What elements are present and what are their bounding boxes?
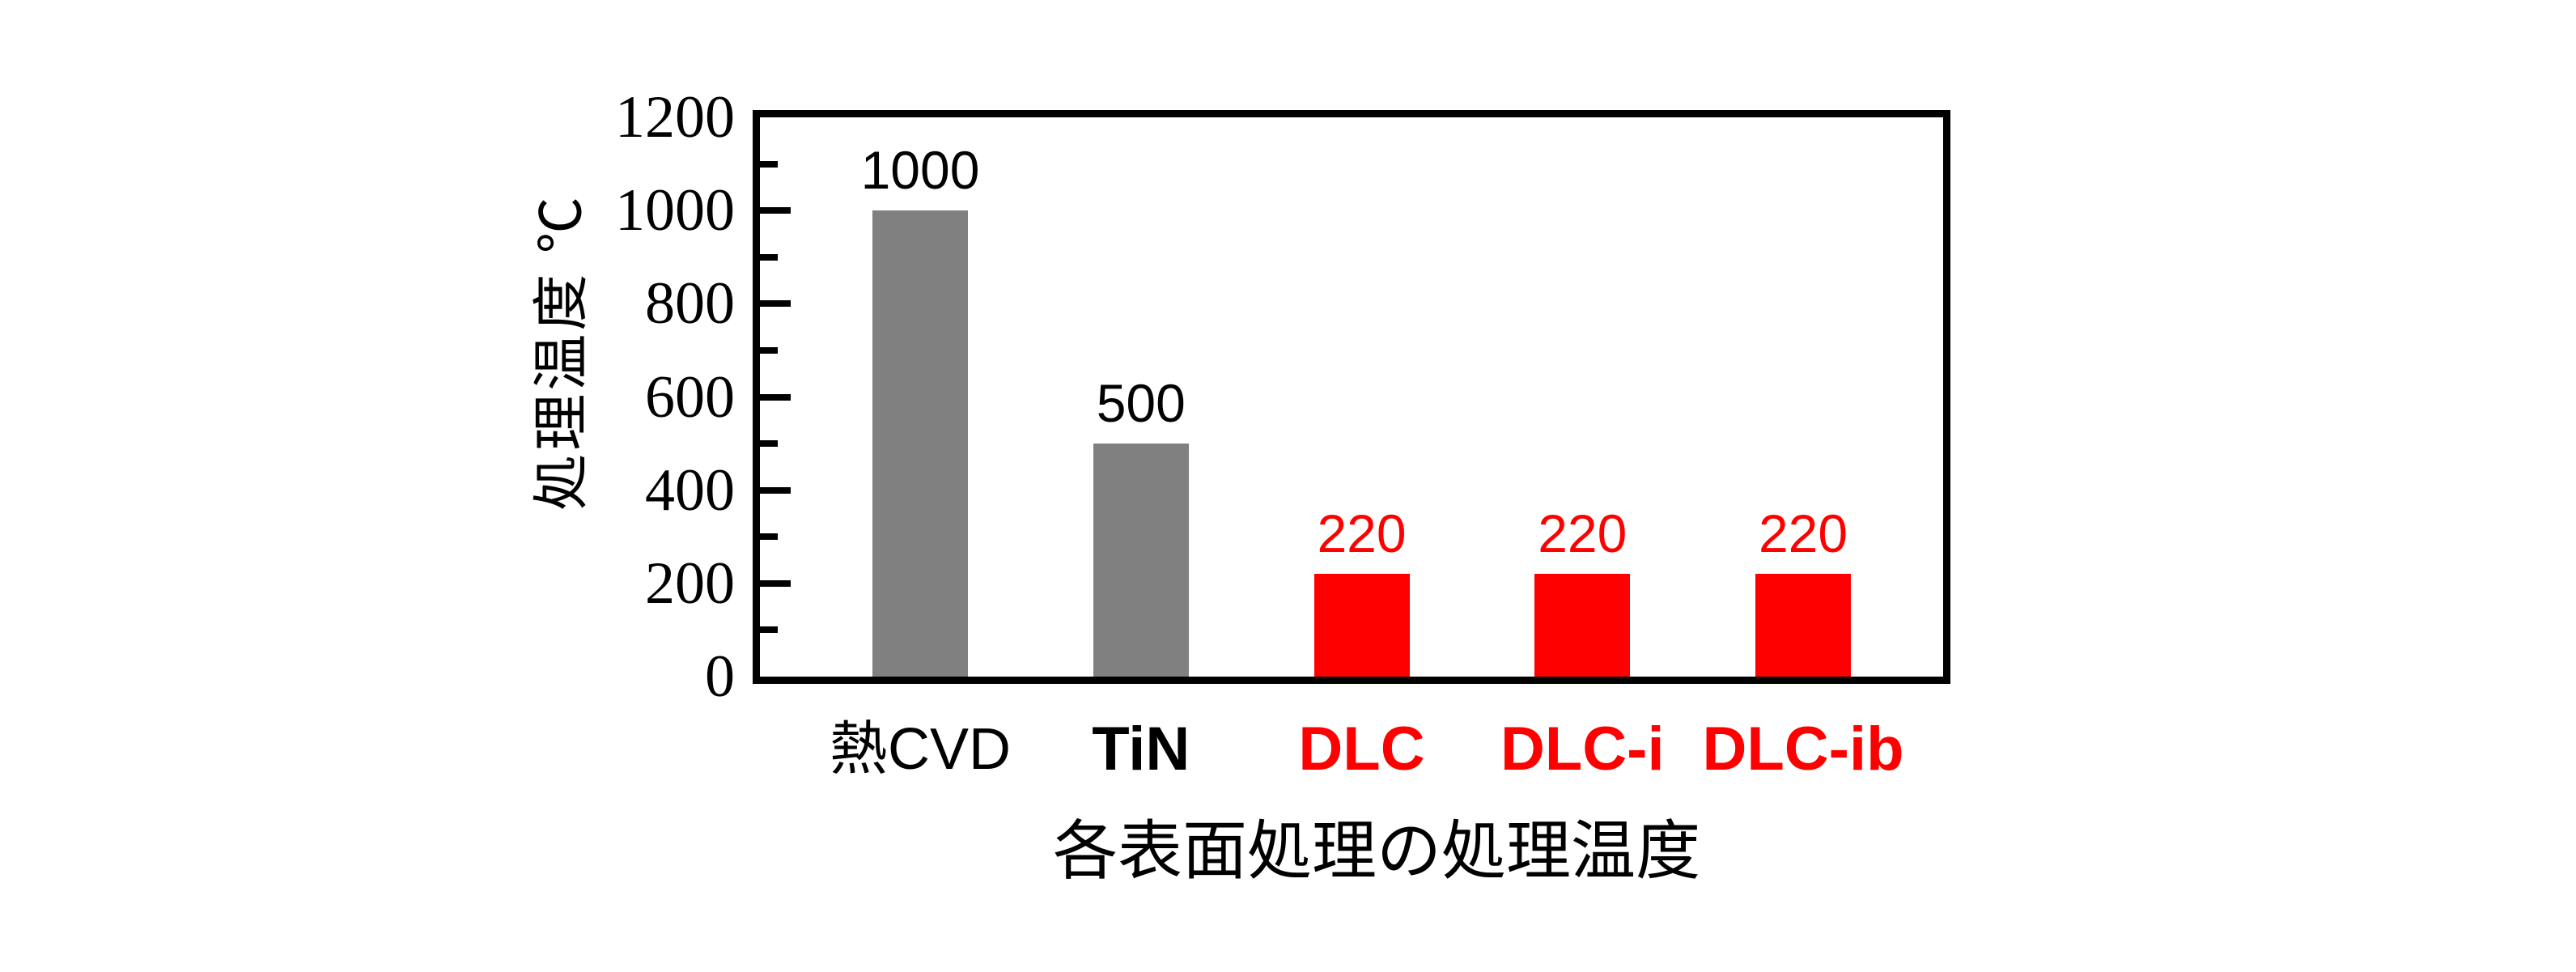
y-minor-tick [760, 440, 778, 448]
bar [1534, 574, 1631, 677]
y-major-tick [760, 393, 791, 401]
category-label: 熱CVD [829, 717, 1012, 782]
y-tick-label: 200 [645, 550, 735, 617]
y-minor-tick [760, 253, 778, 261]
chart-title: 各表面処理の処理温度 [1053, 815, 1700, 887]
y-minor-tick [760, 626, 778, 634]
y-tick-label: 600 [645, 363, 735, 431]
y-minor-tick [760, 346, 778, 354]
bar-value-label: 220 [1758, 503, 1848, 564]
y-major-tick [760, 486, 791, 494]
y-minor-tick [760, 533, 778, 541]
y-major-tick [760, 300, 791, 308]
bar-value-label: 220 [1538, 503, 1628, 564]
bar-value-label: 500 [1096, 373, 1186, 434]
y-major-tick [760, 579, 791, 587]
bar-value-label: 1000 [860, 140, 980, 201]
bar [1755, 574, 1851, 677]
bar [1093, 444, 1189, 677]
y-tick-label: 1000 [615, 177, 735, 244]
y-minor-tick [760, 160, 778, 168]
category-label: DLC [1298, 715, 1425, 783]
category-label: TiN [1092, 715, 1190, 783]
y-tick-label: 800 [645, 270, 735, 337]
y-tick-label: 400 [645, 456, 735, 524]
bar [1313, 574, 1410, 677]
bar [872, 210, 968, 677]
category-label: DLC-ib [1702, 715, 1904, 783]
category-label: DLC-i [1500, 715, 1665, 783]
y-tick-label: 1200 [615, 84, 735, 151]
bar-value-label: 220 [1317, 503, 1407, 564]
y-major-tick [760, 207, 791, 214]
y-tick-label: 0 [705, 643, 735, 710]
